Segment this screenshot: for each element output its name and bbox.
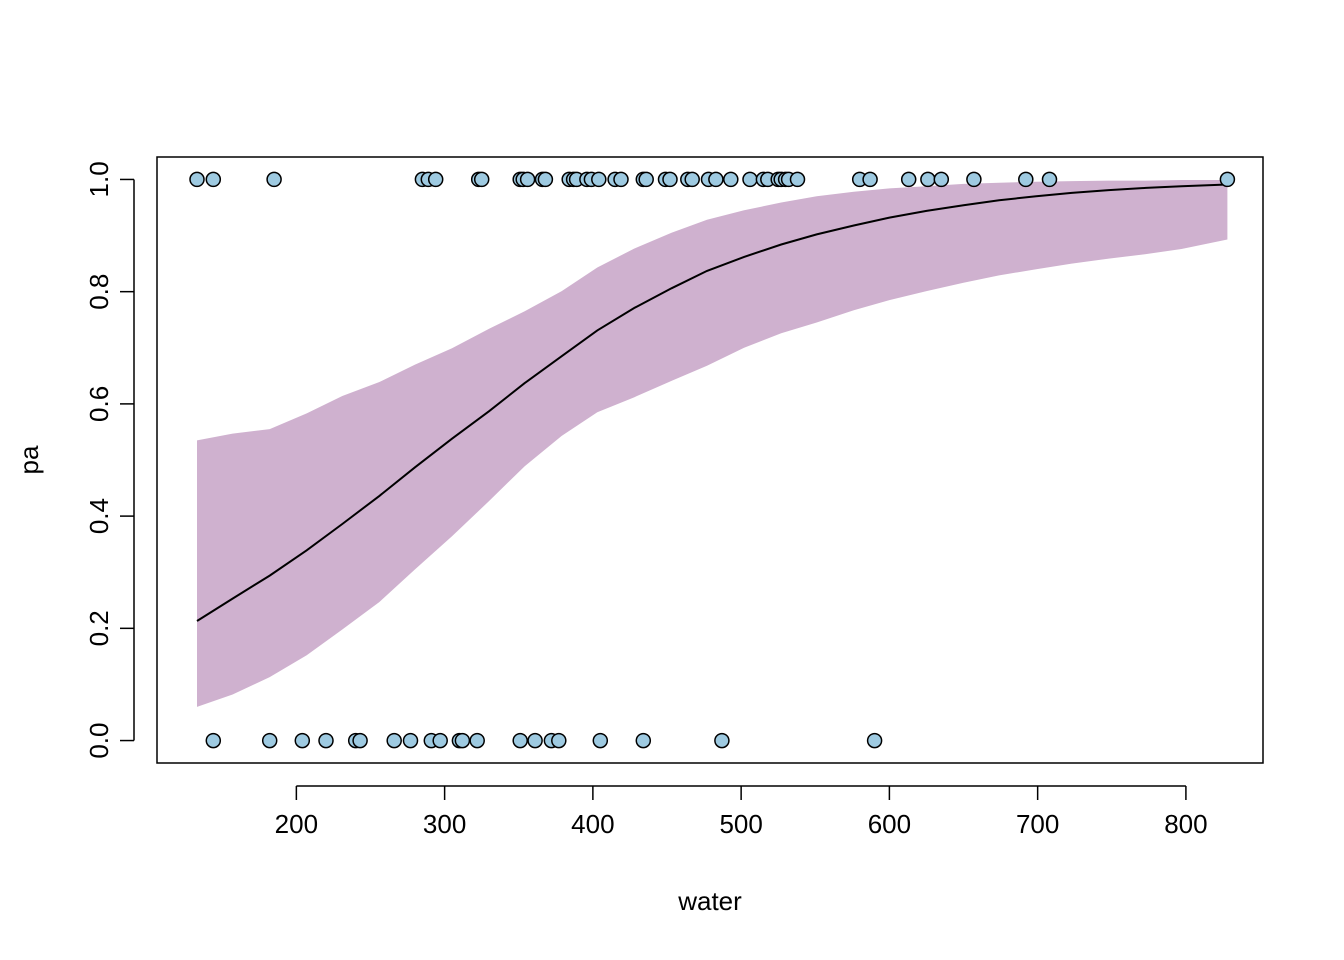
points-layer (189, 171, 1236, 749)
x-tick-label: 600 (868, 809, 911, 839)
data-point (519, 171, 536, 188)
data-point (592, 732, 609, 749)
data-point (469, 732, 485, 749)
data-point (708, 171, 724, 188)
data-point (635, 732, 652, 749)
y-tick-label: 0.2 (84, 610, 114, 646)
x-axis-title: water (677, 886, 742, 916)
data-point (537, 171, 554, 188)
x-tick-label: 700 (1016, 809, 1059, 839)
data-point (866, 732, 883, 749)
data-point (432, 732, 448, 749)
data-point (352, 732, 368, 749)
data-point (318, 732, 334, 749)
data-point (402, 732, 419, 749)
data-point (551, 732, 567, 749)
data-point (662, 171, 678, 188)
data-point (512, 732, 528, 749)
y-tick-label: 0.0 (84, 723, 114, 759)
data-point (714, 732, 730, 749)
confidence-band (197, 180, 1228, 707)
data-point (613, 171, 629, 188)
x-tick-label: 800 (1164, 809, 1207, 839)
data-point (205, 171, 222, 188)
data-point (789, 171, 806, 188)
x-tick-label: 200 (275, 809, 318, 839)
y-axis: 0.0 0.2 0.4 0.6 0.8 1.0 (84, 161, 135, 759)
y-tick-label: 0.8 (84, 274, 114, 310)
data-point (742, 171, 758, 188)
fit-line-layer (196, 183, 1228, 622)
confidence-band-layer (197, 180, 1228, 707)
data-point (205, 732, 222, 749)
y-tick-label: 0.4 (84, 498, 114, 534)
data-point (1219, 171, 1236, 188)
data-point (386, 732, 402, 749)
plot-frame (156, 156, 1264, 764)
y-tick-label: 0.6 (84, 386, 114, 422)
data-point (933, 171, 950, 188)
data-point (261, 732, 278, 749)
data-point (900, 171, 917, 188)
data-point (966, 171, 982, 188)
data-point (591, 171, 607, 188)
y-axis-title: pa (14, 445, 44, 474)
data-point (920, 171, 936, 188)
data-point (427, 171, 444, 188)
data-point (266, 171, 282, 188)
data-point (527, 732, 543, 749)
y-tick-label: 1.0 (84, 161, 114, 197)
fit-line (196, 183, 1228, 622)
x-tick-label: 300 (423, 809, 466, 839)
data-point (862, 171, 878, 188)
data-point (723, 171, 739, 188)
x-tick-label: 500 (719, 809, 762, 839)
data-point (1041, 171, 1058, 188)
x-axis: 200 300 400 500 600 700 800 (275, 785, 1208, 839)
data-point (1018, 171, 1034, 188)
data-point (189, 171, 205, 188)
data-point (638, 171, 654, 188)
data-point (473, 171, 490, 188)
data-point (454, 732, 471, 749)
data-point (294, 732, 311, 749)
data-point (684, 171, 700, 188)
x-tick-label: 400 (571, 809, 614, 839)
